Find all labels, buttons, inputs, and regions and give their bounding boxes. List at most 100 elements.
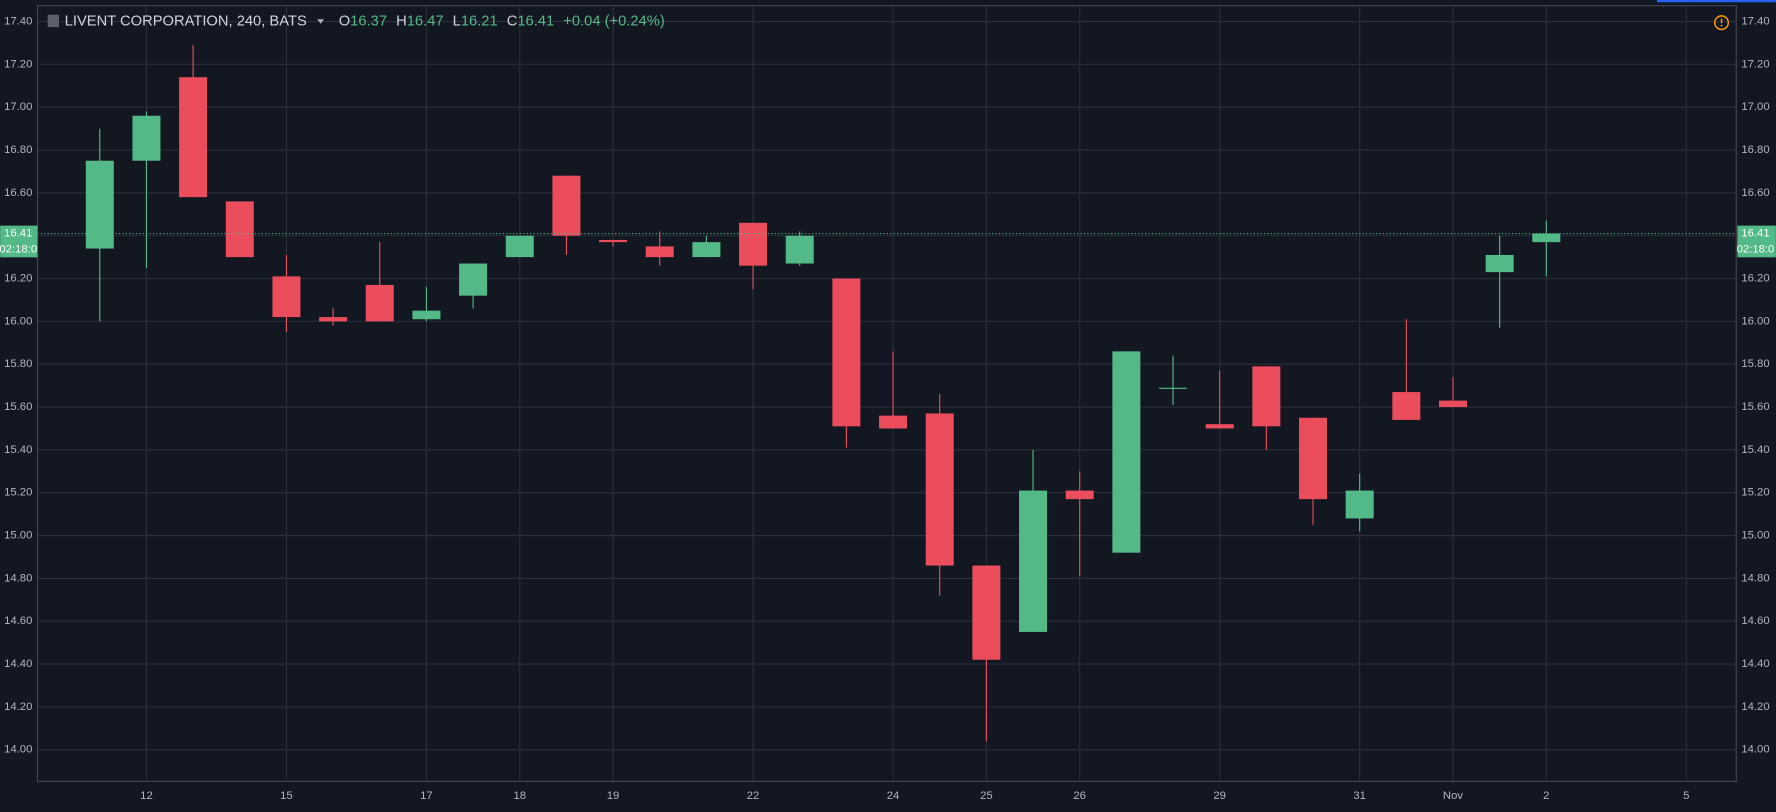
dropdown-caret[interactable] [317,19,325,24]
candle-body [179,77,208,198]
candle-body [832,278,861,427]
y-tick-label-right: 16.60 [1741,187,1769,199]
y-tick-label-right: 17.40 [1741,15,1769,27]
candle-body [925,413,954,566]
close-label: C [507,13,518,29]
top-accent [1656,0,1776,3]
y-tick-label-right: 14.80 [1741,572,1769,584]
candle-body [879,415,908,429]
candle-body [132,115,161,161]
y-tick-label: 16.80 [4,144,32,156]
candle-body [1252,366,1281,427]
y-tick-label-right: 15.00 [1741,530,1769,542]
candle-body [1065,490,1094,500]
high-value: 16.47 [407,13,444,29]
low-value: 16.21 [461,13,498,29]
y-tick-label-right: 17.00 [1741,101,1769,113]
x-tick-label: 31 [1353,790,1366,802]
high-label: H [396,13,407,29]
x-tick-label: 26 [1073,790,1086,802]
open-label: O [339,13,350,29]
last-price-box [1737,225,1776,258]
x-tick-label: 18 [513,790,526,802]
alert-dot[interactable] [1720,24,1723,27]
last-price-label: 16.41 [1741,228,1769,240]
change-value: +0.04 (+0.24%) [563,13,664,29]
x-tick-label: 17 [420,790,433,802]
x-tick-label: 24 [887,790,900,802]
candle-body [552,175,581,236]
candle-body [1532,233,1561,243]
candle-body [459,263,488,296]
x-tick-label: 2 [1543,790,1549,802]
y-tick-label: 14.20 [4,701,32,713]
y-tick-label-right: 14.40 [1741,658,1769,670]
y-tick-label-right: 15.40 [1741,444,1769,456]
ohlc-readout: O16.37 H16.47 L16.21 C16.41 +0.04 (+0.24%) [339,13,665,29]
y-tick-label: 14.60 [4,615,32,627]
y-tick-label: 14.40 [4,658,32,670]
y-tick-label-right: 14.20 [1741,701,1769,713]
y-tick-label: 15.00 [4,530,32,542]
y-tick-label: 15.20 [4,487,32,499]
y-tick-label: 16.20 [4,273,32,285]
x-tick-label: 25 [980,790,993,802]
y-tick-label: 15.60 [4,401,32,413]
y-tick-label: 14.00 [4,744,32,756]
candle-body [599,239,628,243]
y-tick-label: 17.40 [4,15,32,27]
open-value: 16.37 [350,13,387,29]
x-tick-label: 22 [747,790,760,802]
candle-body [785,235,814,264]
plot-border [36,5,1737,782]
y-tick-label-right: 17.20 [1741,58,1769,70]
x-tick-label: 19 [607,790,620,802]
candle-body [412,310,441,320]
x-tick-label: 5 [1683,790,1689,802]
candle-body [1485,254,1514,273]
y-tick-label: 15.80 [4,358,32,370]
symbol-icon [47,14,60,28]
low-label: L [453,13,461,29]
countdown-label: 02:18:0 [0,243,37,255]
candle-body [505,235,534,258]
candle-body [365,284,394,322]
x-tick-label: Nov [1443,790,1463,802]
last-price-box [0,225,38,258]
candle-body [272,276,301,318]
candle-body [1299,417,1328,500]
y-tick-label-right: 15.20 [1741,487,1769,499]
x-tick-label: 12 [140,790,153,802]
candle-body [1392,392,1421,420]
candle-body [1159,387,1188,389]
y-tick-label-right: 15.80 [1741,358,1769,370]
y-tick-label: 16.60 [4,187,32,199]
y-tick-label: 14.80 [4,572,32,584]
candle-body [319,317,348,322]
candle-body [1439,400,1467,408]
candle-body [692,242,721,258]
y-tick-label-right: 14.00 [1741,744,1769,756]
alert-circle[interactable] [1713,15,1730,31]
candle-body [1112,351,1141,553]
y-tick-label: 17.00 [4,101,32,113]
x-tick-label: 15 [280,790,293,802]
candle-body [225,201,254,258]
candle-body [1019,490,1048,632]
candles [37,45,1737,742]
axes: 14.00 14.00 14.20 14.20 14.40 14.40 14.60 14.60… [0,15,1776,802]
y-tick-label-right: 16.00 [1741,315,1769,327]
y-tick-label-right: 16.80 [1741,144,1769,156]
candle-body [1205,424,1234,429]
last-price-label: 16.41 [4,228,32,240]
x-tick-label: 29 [1213,790,1226,802]
symbol-title[interactable]: LIVENT CORPORATION, 240, BATS [65,13,307,29]
y-tick-label: 15.40 [4,444,32,456]
countdown-label: 02:18:0 [1737,243,1775,255]
y-tick-label-right: 14.60 [1741,615,1769,627]
alert-icon[interactable] [1713,15,1730,31]
legend-header: LIVENT CORPORATION, 240, BATS O16.37 H16.… [47,13,665,29]
